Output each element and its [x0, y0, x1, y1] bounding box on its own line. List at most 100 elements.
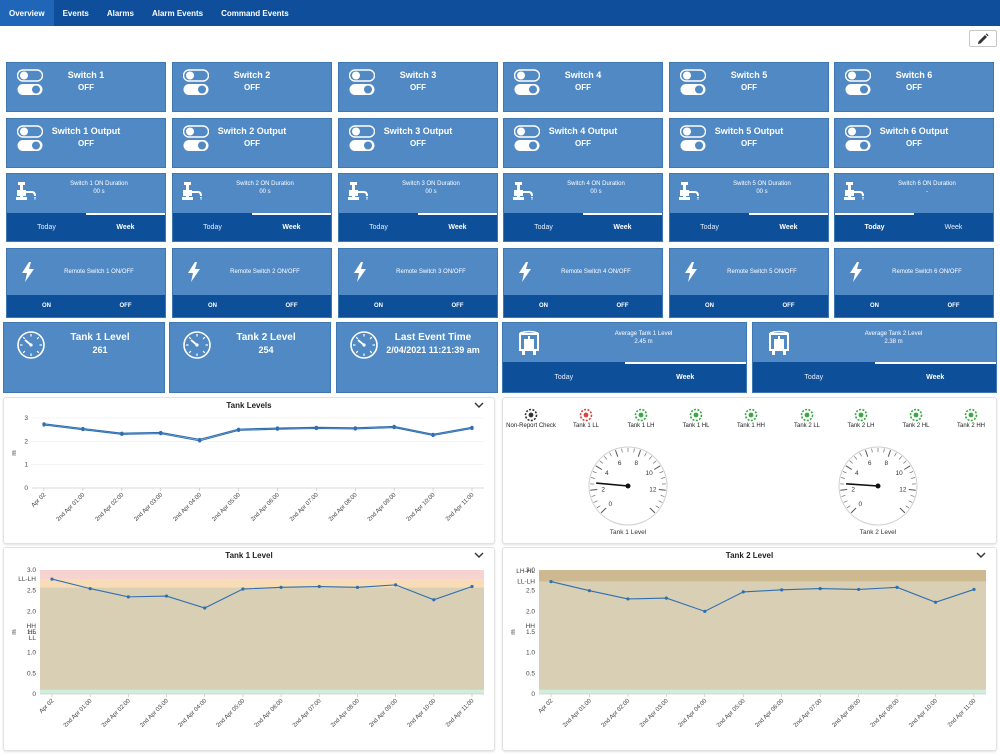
data-point[interactable]: [780, 588, 784, 592]
data-point[interactable]: [972, 587, 976, 592]
output-value: OFF: [906, 139, 922, 148]
tab-events[interactable]: Events: [62, 8, 89, 18]
data-point[interactable]: [432, 598, 436, 602]
tab-command-events[interactable]: Command Events: [221, 8, 289, 18]
duration-4-today-tab[interactable]: Today: [534, 223, 553, 231]
indicator-tank-2-hh: Tank 2 HH: [941, 408, 1000, 429]
data-point[interactable]: [126, 595, 130, 599]
toggle-icon: [844, 125, 872, 158]
gauge-tick: [633, 448, 635, 453]
duration-6-today-tab[interactable]: Today: [835, 213, 914, 241]
duration-6-week-tab[interactable]: Week: [944, 223, 963, 231]
duration-2-week-tab[interactable]: Week: [252, 213, 331, 241]
data-point[interactable]: [933, 600, 938, 604]
data-point[interactable]: [353, 427, 357, 431]
average-2-week-tab[interactable]: Week: [874, 362, 997, 392]
output-value: OFF: [78, 139, 94, 148]
remote-on-button[interactable]: ON: [208, 303, 217, 309]
duration-5-today-tab[interactable]: Today: [700, 223, 719, 231]
edit-button[interactable]: [969, 30, 997, 47]
data-point[interactable]: [626, 597, 630, 601]
remote-on-button[interactable]: ON: [705, 303, 714, 309]
duration-1-week-tab[interactable]: Week: [86, 213, 165, 241]
gauge-tick: [595, 465, 603, 470]
tank-2-level-title: Tank 2 Level: [725, 551, 774, 560]
tab-overview[interactable]: Overview: [0, 0, 54, 26]
gauge-tick: [599, 460, 603, 464]
remote-on-button[interactable]: ON: [42, 303, 51, 309]
data-point[interactable]: [470, 426, 474, 431]
remote-switch-5-tile: Remote Switch 5 ON/OFF ON OFF: [669, 248, 829, 318]
gauge-tick: [590, 488, 598, 491]
gauge-tick: [609, 452, 612, 457]
data-point[interactable]: [241, 587, 245, 591]
remote-off-button[interactable]: OFF: [285, 303, 298, 309]
data-point[interactable]: [549, 579, 553, 584]
remote-on-button[interactable]: ON: [870, 303, 879, 309]
switch-2-output-tile: Switch 2 Output OFF: [172, 118, 332, 168]
data-point[interactable]: [394, 583, 398, 587]
duration-value: -: [926, 189, 928, 195]
chevron-down-icon[interactable]: [474, 551, 484, 559]
remote-off-button[interactable]: OFF: [119, 303, 132, 309]
x-tick-label: 2nd Apr 06:00: [754, 698, 785, 729]
data-point[interactable]: [895, 585, 899, 589]
duration-2-today-tab[interactable]: Today: [203, 223, 222, 231]
data-point[interactable]: [392, 425, 396, 430]
data-point[interactable]: [42, 423, 46, 427]
data-point[interactable]: [203, 606, 207, 610]
average-1-week-tab[interactable]: Week: [624, 362, 747, 392]
remote-off-button[interactable]: OFF: [782, 303, 795, 309]
remote-off-button[interactable]: OFF: [947, 303, 960, 309]
data-point[interactable]: [470, 584, 474, 589]
data-point[interactable]: [741, 590, 745, 594]
chevron-down-icon[interactable]: [976, 551, 986, 559]
duration-4-week-tab[interactable]: Week: [583, 213, 662, 241]
threshold-label: HH: [526, 623, 536, 630]
duration-1-today-tab[interactable]: Today: [37, 223, 56, 231]
remote-off-button[interactable]: OFF: [451, 303, 464, 309]
data-point[interactable]: [164, 594, 169, 598]
data-point[interactable]: [50, 577, 54, 581]
data-point[interactable]: [120, 432, 124, 436]
data-point[interactable]: [317, 584, 321, 589]
data-point[interactable]: [236, 428, 241, 432]
remote-title: Remote Switch 1 ON/OFF: [64, 269, 134, 275]
data-point[interactable]: [275, 427, 280, 431]
gauge-tick: [859, 452, 862, 457]
remote-on-button[interactable]: ON: [374, 303, 383, 309]
duration-title: Switch 1 ON Duration: [70, 181, 128, 187]
tab-alarm-events[interactable]: Alarm Events: [151, 8, 204, 18]
y-tick-label: 2.0: [526, 608, 535, 615]
pump-icon: [678, 181, 702, 208]
indicator-tank-1-lh: Tank 1 LH: [611, 408, 671, 429]
data-point[interactable]: [431, 433, 435, 438]
duration-5-week-tab[interactable]: Week: [749, 213, 828, 241]
gauge-tick: [871, 448, 873, 453]
average-1-today-tab[interactable]: Today: [554, 373, 574, 381]
data-point[interactable]: [198, 439, 202, 443]
remote-on-button[interactable]: ON: [539, 303, 548, 309]
remote-off-button[interactable]: OFF: [616, 303, 629, 309]
data-point[interactable]: [664, 596, 668, 600]
data-point[interactable]: [88, 587, 92, 591]
chevron-down-icon[interactable]: [474, 401, 484, 409]
output-title: Switch 2 Output: [217, 126, 287, 136]
data-point[interactable]: [159, 432, 163, 436]
data-point[interactable]: [857, 587, 861, 592]
average-2-today-tab[interactable]: Today: [804, 373, 824, 381]
data-point[interactable]: [279, 585, 283, 589]
data-point[interactable]: [587, 589, 592, 593]
data-point[interactable]: [81, 428, 85, 432]
data-point[interactable]: [703, 609, 707, 613]
remote-switch-4-tile: Remote Switch 4 ON/OFF ON OFF: [503, 248, 663, 318]
average-value: 2.45 m: [634, 339, 653, 345]
data-point[interactable]: [355, 585, 360, 589]
switch-4-tile: Switch 4 OFF: [503, 62, 663, 112]
data-point[interactable]: [314, 426, 318, 431]
data-point[interactable]: [818, 587, 822, 591]
duration-3-today-tab[interactable]: Today: [369, 223, 388, 231]
tab-alarms[interactable]: Alarms: [106, 8, 134, 18]
duration-3-week-tab[interactable]: Week: [418, 213, 497, 241]
